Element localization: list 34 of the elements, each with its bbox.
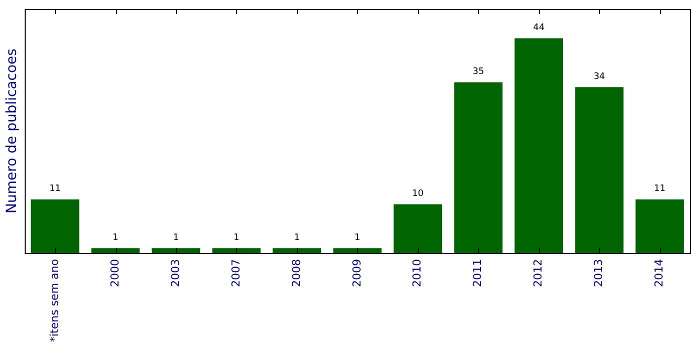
bar: [394, 204, 442, 254]
bar: [636, 199, 684, 254]
data-label: 1: [112, 232, 118, 243]
x-tick-label: 2003: [168, 259, 182, 288]
bar: [272, 248, 322, 254]
x-tick-label: 2013: [592, 259, 606, 288]
x-tick-label: 2012: [532, 259, 545, 288]
x-tick-label: 2008: [290, 259, 303, 288]
data-label: 11: [654, 184, 666, 194]
bar: [30, 199, 80, 254]
x-tick-label: 2009: [350, 259, 364, 288]
x-tick-label: 2007: [229, 259, 242, 288]
bar: [212, 248, 261, 254]
x-tick-label: 2000: [108, 259, 122, 288]
data-label: 11: [49, 184, 61, 194]
bar: [514, 38, 564, 254]
bar: [575, 87, 624, 254]
data-label: 10: [412, 189, 424, 200]
data-label: 1: [294, 232, 300, 243]
data-label: 1: [354, 232, 360, 243]
x-tick-label: 2010: [410, 259, 424, 288]
y-axis-title: Numero de publicacoes: [4, 48, 20, 214]
data-label: 1: [234, 232, 240, 243]
bar: [91, 248, 140, 254]
x-tick-label: 2011: [471, 259, 484, 288]
data-label: 35: [472, 67, 484, 78]
bar: [333, 248, 382, 254]
x-tick-label: 2014: [652, 259, 666, 288]
bar: [152, 248, 200, 254]
x-tick-label: *itens sem ano: [48, 258, 61, 342]
bar: [454, 82, 503, 254]
data-label: 1: [173, 232, 179, 243]
data-label: 44: [533, 23, 545, 34]
data-label: 34: [594, 72, 606, 82]
